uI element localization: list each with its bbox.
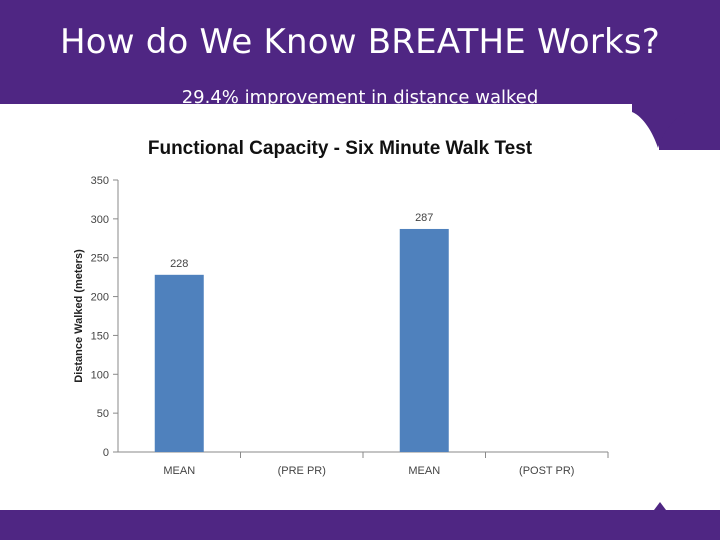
y-tick-label: 300	[91, 214, 109, 226]
y-tick-label: 250	[91, 253, 109, 265]
y-tick-label: 150	[91, 330, 109, 342]
x-tick-label: MEAN	[163, 465, 195, 477]
y-tick-label: 350	[91, 175, 109, 187]
bar-data-label: 287	[415, 212, 433, 224]
walk-test-chart: Functional Capacity - Six Minute Walk Te…	[73, 138, 609, 477]
header-notch-decoration	[632, 104, 688, 148]
header-band	[0, 0, 720, 104]
x-tick-label: MEAN	[408, 465, 440, 477]
x-tick-label: (POST PR)	[519, 465, 574, 477]
bar	[154, 274, 204, 452]
y-tick-label: 0	[103, 447, 109, 459]
bar-data-label: 228	[170, 258, 188, 270]
x-tick-label: (PRE PR)	[278, 465, 326, 477]
y-axis-label: Distance Walked (meters)	[73, 249, 85, 383]
footer-notch-decoration	[648, 502, 672, 512]
y-tick-label: 100	[91, 369, 109, 381]
y-tick-label: 200	[91, 292, 109, 304]
bar	[399, 228, 449, 452]
slide-subtitle: 29.4% improvement in distance walked	[181, 87, 539, 104]
chart-title: Functional Capacity - Six Minute Walk Te…	[148, 138, 533, 159]
slide-title: How do We Know BREATHE Works?	[59, 22, 661, 62]
footer-band	[0, 510, 720, 540]
y-tick-label: 50	[97, 408, 109, 420]
